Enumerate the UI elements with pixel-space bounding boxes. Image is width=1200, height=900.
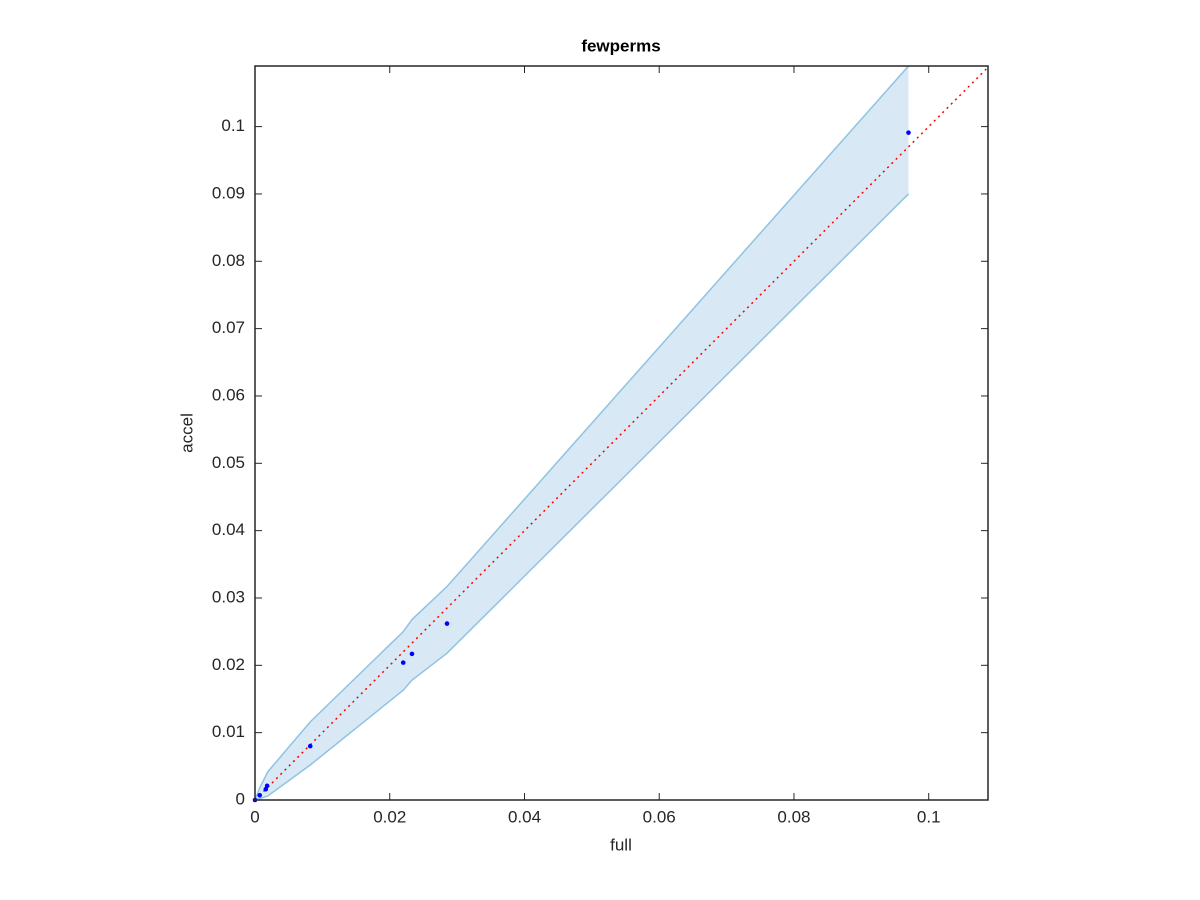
data-point [444, 621, 450, 626]
y-tick-label: 0.08 [212, 251, 245, 270]
y-tick-label: 0.03 [212, 587, 245, 606]
y-tick-label: 0.04 [212, 520, 245, 539]
confidence-band [255, 66, 909, 800]
y-tick-label: 0.01 [212, 722, 245, 741]
data-point [400, 660, 406, 665]
y-tick-label: 0.02 [212, 655, 245, 674]
data-point [264, 783, 270, 789]
y-tick-label: 0.06 [212, 385, 245, 404]
y-tick-label: 0.09 [212, 183, 245, 202]
chart-title: fewperms [581, 36, 660, 55]
band-upper-edge [254, 65, 910, 801]
x-tick-label: 0.06 [643, 807, 676, 826]
x-tick-label: 0.02 [373, 807, 406, 826]
y-tick-label: 0.1 [221, 116, 245, 135]
data-point [257, 792, 263, 798]
x-tick-label: 0 [250, 807, 259, 826]
y-tick-label: 0.07 [212, 318, 245, 337]
x-axis-label: full [610, 835, 632, 854]
axes-box [254, 65, 989, 801]
y-tick-label: 0.05 [212, 453, 245, 472]
data-point [307, 743, 313, 749]
x-tick-label: 0.1 [917, 807, 941, 826]
y-axis-label: accel [177, 413, 196, 453]
x-tick-label: 0.04 [508, 807, 541, 826]
band-lower-edge [254, 193, 910, 801]
x-tick-label: 0.08 [777, 807, 810, 826]
data-point [409, 651, 415, 657]
data-point [906, 130, 911, 135]
y-tick-label: 0 [236, 789, 245, 808]
